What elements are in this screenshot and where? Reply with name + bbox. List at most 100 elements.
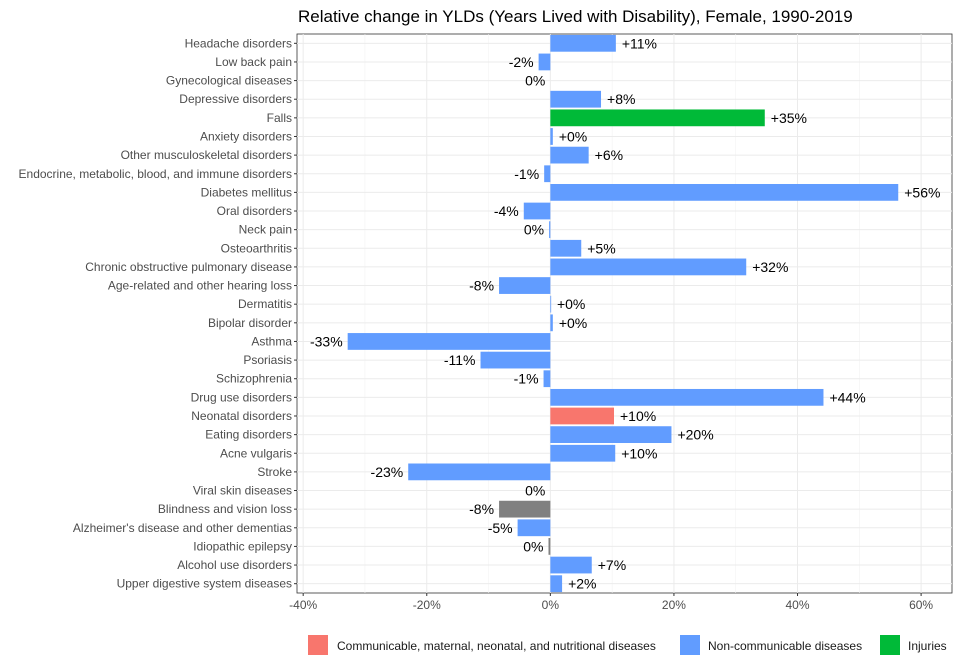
- data-label: 0%: [525, 73, 545, 89]
- category-label: Schizophrenia: [216, 372, 292, 386]
- category-label: Diabetes mellitus: [201, 185, 292, 199]
- category-label: Age-related and other hearing loss: [108, 279, 292, 293]
- data-label: +7%: [598, 557, 626, 573]
- bar: [550, 239, 582, 257]
- bar: [549, 221, 551, 239]
- bar: [550, 314, 553, 332]
- bar: [550, 146, 589, 164]
- plot-panel: Headache disorders +11% Low back pain -2% Gy…: [19, 33, 953, 612]
- category-label: Osteoarthritis: [221, 241, 292, 255]
- bar: [550, 444, 616, 462]
- data-label: +5%: [587, 240, 615, 256]
- bar: [550, 109, 765, 127]
- data-label: +0%: [559, 128, 587, 144]
- category-label: Asthma: [251, 334, 292, 348]
- category-label: Neonatal disorders: [191, 409, 292, 423]
- data-label: -33%: [310, 333, 343, 349]
- bar: [550, 128, 553, 145]
- category-label: Endocrine, metabolic, blood, and immune …: [19, 167, 292, 181]
- category-label: Viral skin diseases: [193, 484, 292, 498]
- category-label: Neck pain: [239, 223, 292, 237]
- data-label: -2%: [509, 54, 534, 70]
- bar: [408, 463, 551, 481]
- category-label: Blindness and vision loss: [158, 502, 292, 516]
- bar: [550, 388, 824, 406]
- bar: [550, 295, 552, 313]
- data-label: -1%: [514, 166, 539, 182]
- data-label: +56%: [904, 184, 940, 200]
- x-tick-label: 0%: [542, 598, 560, 612]
- data-label: -8%: [469, 278, 494, 294]
- x-tick-label: 20%: [662, 598, 686, 612]
- chart-title: Relative change in YLDs (Years Lived wit…: [298, 7, 853, 26]
- category-label: Low back pain: [215, 55, 292, 69]
- category-label: Eating disorders: [205, 428, 292, 442]
- bar: [550, 556, 592, 574]
- bar: [543, 370, 551, 388]
- data-label: +20%: [677, 427, 713, 443]
- data-label: +0%: [559, 315, 587, 331]
- category-label: Psoriasis: [243, 353, 292, 367]
- category-label: Other musculoskeletal disorders: [121, 148, 292, 162]
- bar: [550, 34, 616, 52]
- data-label: +0%: [557, 296, 585, 312]
- category-label: Dermatitis: [238, 297, 292, 311]
- bar: [499, 500, 551, 518]
- bar: [523, 202, 551, 220]
- data-label: +10%: [620, 408, 656, 424]
- category-label: Depressive disorders: [179, 92, 292, 106]
- category-label: Gynecological diseases: [166, 74, 292, 88]
- category-label: Bipolar disorder: [208, 316, 292, 330]
- legend-swatch: [880, 635, 900, 655]
- category-label: Headache disorders: [185, 36, 292, 50]
- legend: Communicable, maternal, neonatal, and nu…: [308, 635, 947, 655]
- bar: [550, 575, 563, 593]
- legend-label: Injuries: [908, 639, 947, 653]
- legend-swatch: [308, 635, 328, 655]
- bar: [550, 407, 614, 425]
- category-label: Chronic obstructive pulmonary disease: [85, 260, 292, 274]
- legend-label: Non-communicable diseases: [708, 639, 862, 653]
- data-label: +2%: [568, 576, 596, 592]
- category-label: Acne vulgaris: [220, 446, 292, 460]
- data-label: +8%: [607, 91, 635, 107]
- data-label: +10%: [621, 445, 657, 461]
- category-label: Alzheimer's disease and other dementias: [73, 521, 292, 535]
- bar: [550, 258, 747, 276]
- data-label: -11%: [444, 352, 476, 368]
- bar: [544, 165, 551, 183]
- category-label: Stroke: [257, 465, 292, 479]
- category-label: Drug use disorders: [191, 390, 292, 404]
- category-label: Alcohol use disorders: [177, 558, 292, 572]
- data-label: +35%: [771, 110, 807, 126]
- data-label: -5%: [488, 520, 513, 536]
- data-label: 0%: [524, 222, 544, 238]
- data-label: -8%: [469, 501, 494, 517]
- x-tick-label: -20%: [413, 598, 441, 612]
- data-label: 0%: [525, 483, 545, 499]
- data-label: +44%: [829, 389, 865, 405]
- category-label: Falls: [267, 111, 292, 125]
- legend-swatch: [680, 635, 700, 655]
- category-label: Upper digestive system diseases: [117, 577, 292, 591]
- data-label: -23%: [371, 464, 404, 480]
- bar: [550, 183, 899, 201]
- bar: [550, 90, 602, 108]
- data-label: -1%: [514, 371, 539, 387]
- category-label: Idiopathic epilepsy: [193, 539, 292, 553]
- x-tick-label: 40%: [786, 598, 810, 612]
- data-label: +11%: [622, 35, 657, 51]
- data-label: +32%: [752, 259, 788, 275]
- bar: [548, 538, 551, 555]
- bar: [499, 277, 551, 294]
- panel-border: [296, 33, 953, 594]
- bar: [550, 426, 672, 444]
- legend-label: Communicable, maternal, neonatal, and nu…: [337, 639, 656, 653]
- data-label: -4%: [494, 203, 519, 219]
- data-label: 0%: [523, 538, 543, 554]
- category-label: Oral disorders: [217, 204, 292, 218]
- bar: [480, 351, 551, 369]
- x-tick-label: 60%: [909, 598, 933, 612]
- bar: [347, 333, 551, 350]
